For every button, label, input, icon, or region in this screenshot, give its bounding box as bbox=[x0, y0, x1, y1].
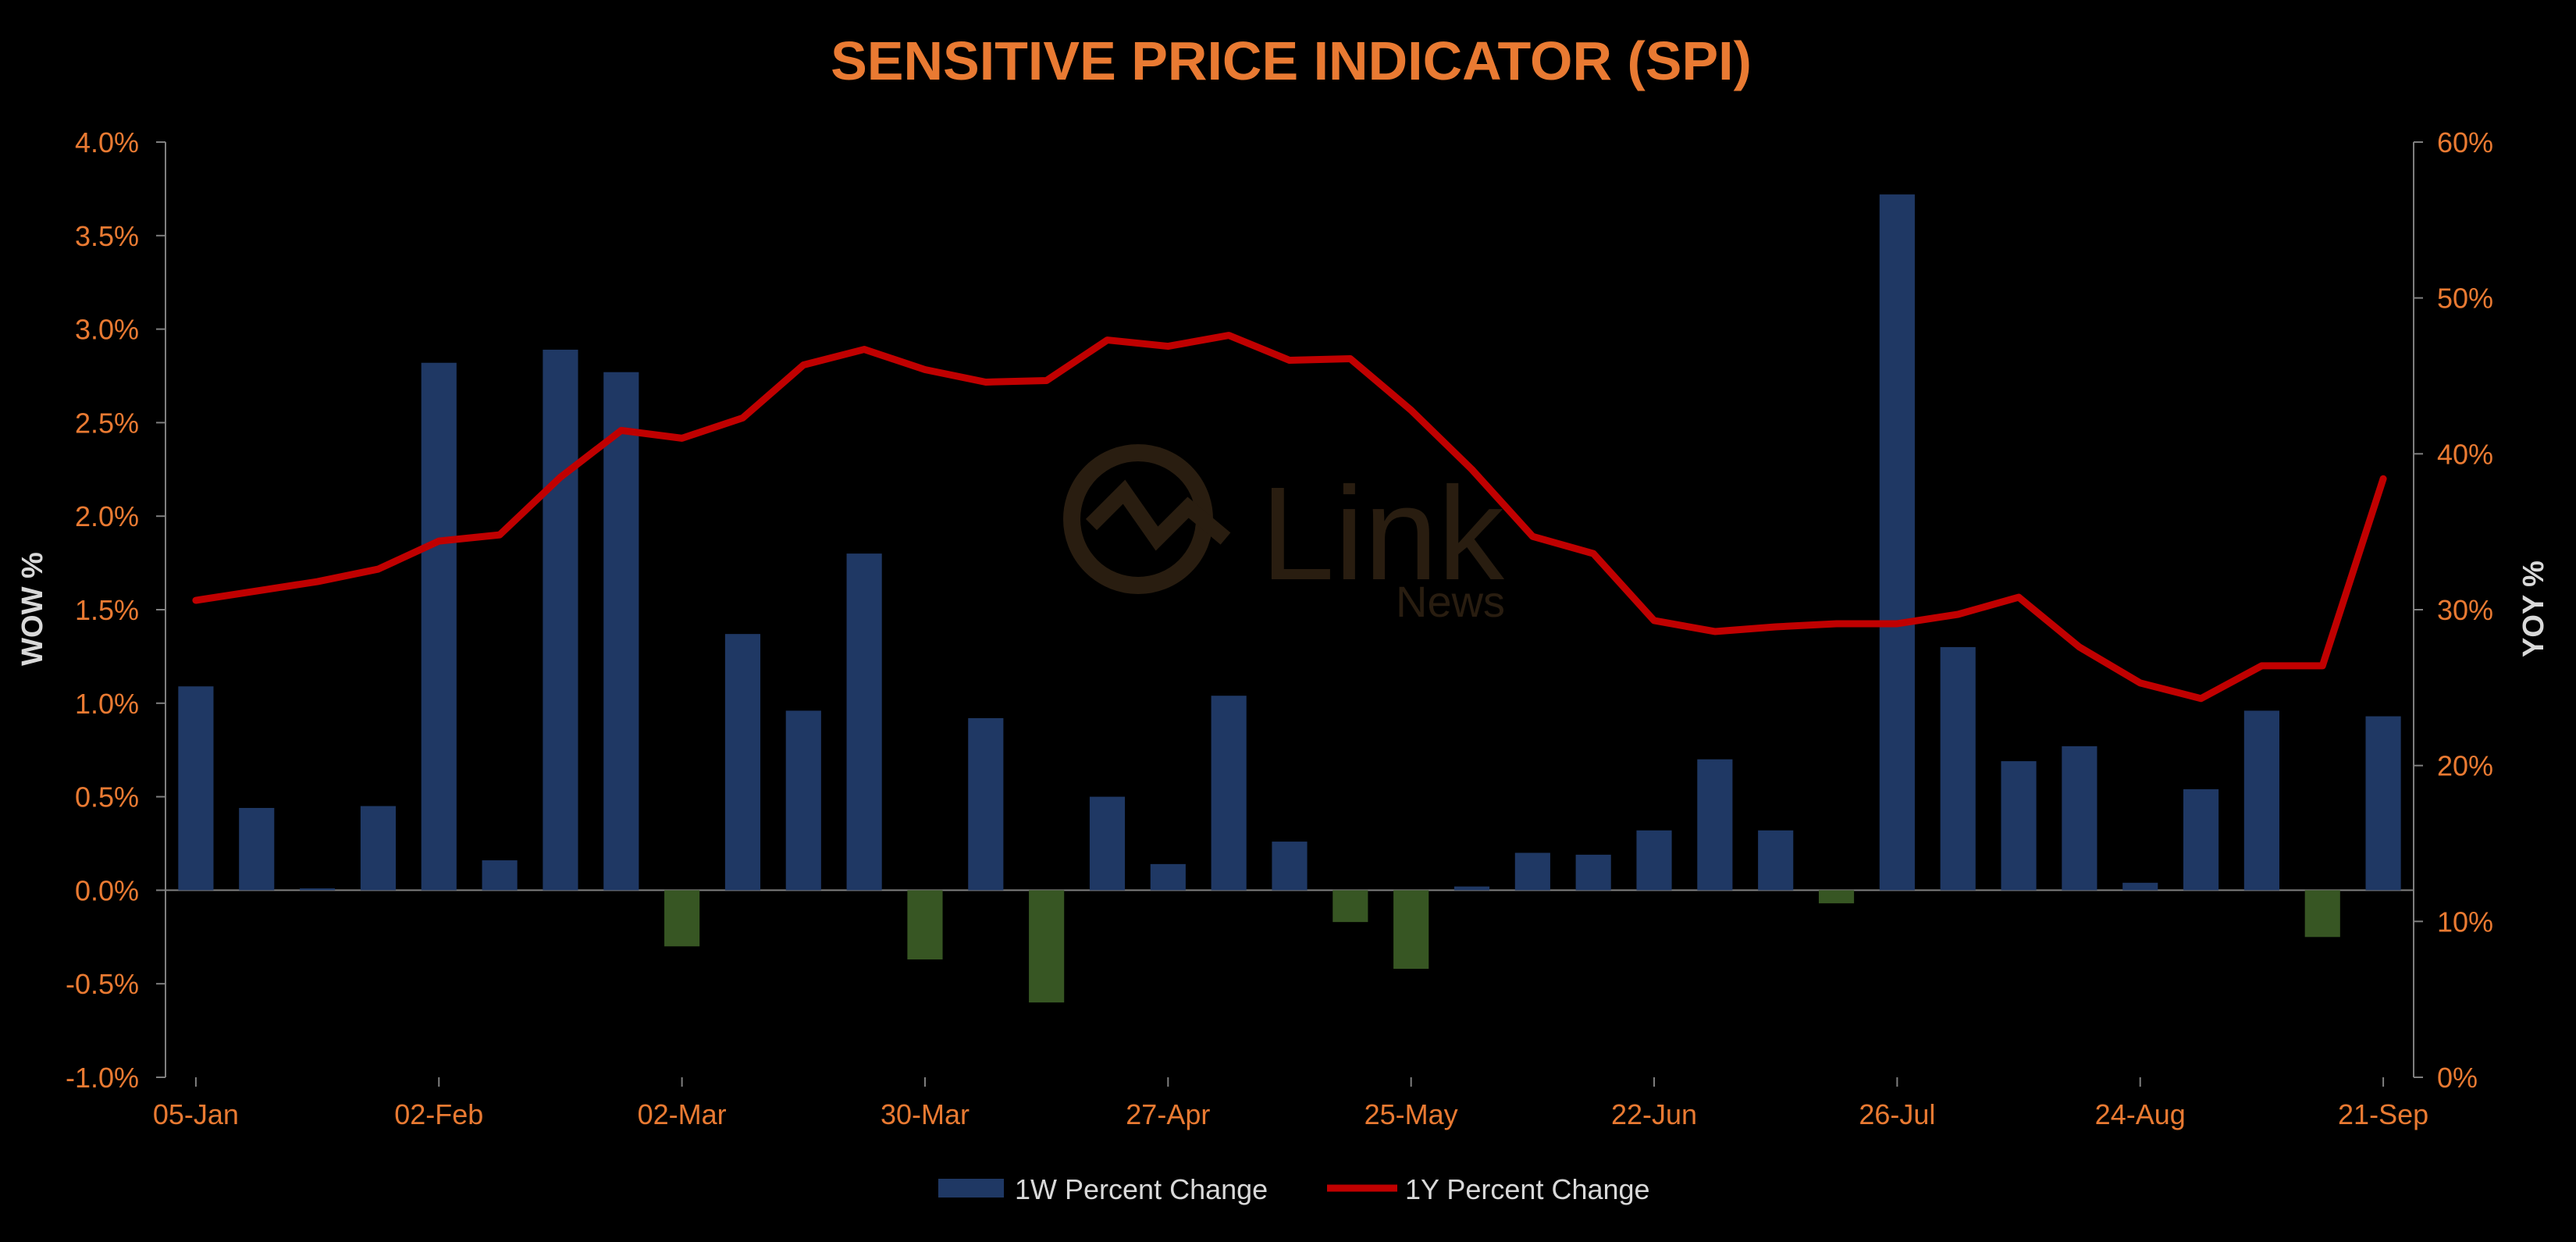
axes bbox=[156, 141, 2423, 1087]
bar bbox=[239, 807, 275, 891]
left-tick-label: 2.0% bbox=[75, 500, 139, 532]
bar bbox=[2122, 882, 2158, 891]
bar bbox=[1940, 646, 1976, 891]
right-axis-title: YOY % bbox=[2517, 561, 2550, 657]
bar bbox=[968, 717, 1004, 891]
legend: 1W Percent Change 1Y Percent Change bbox=[938, 1173, 1650, 1205]
bar bbox=[1879, 194, 1915, 891]
x-tick-label: 22-Jun bbox=[1611, 1098, 1697, 1130]
bar bbox=[1697, 759, 1733, 891]
bar bbox=[1029, 890, 1065, 1003]
right-tick-label: 0% bbox=[2437, 1062, 2478, 1094]
bar bbox=[1636, 830, 1672, 891]
bar bbox=[1453, 886, 1490, 891]
bar bbox=[482, 860, 518, 891]
left-tick-label: 4.0% bbox=[75, 126, 139, 158]
bar bbox=[300, 888, 336, 891]
x-tick-label: 27-Apr bbox=[1126, 1098, 1210, 1130]
bar bbox=[1332, 890, 1368, 923]
x-tick-label: 02-Mar bbox=[638, 1098, 727, 1130]
left-tick-label: 0.0% bbox=[75, 874, 139, 906]
x-tick-label: 02-Feb bbox=[394, 1098, 483, 1130]
bar bbox=[360, 806, 397, 891]
bar bbox=[603, 372, 639, 891]
bar bbox=[2304, 890, 2340, 938]
right-tick-label: 40% bbox=[2437, 438, 2493, 470]
tick-labels: -1.0% -0.5% 0.0% 0.5% 1.0% 1.5% 2.0% 2.5% 3.0% 3.… bbox=[66, 126, 2493, 1130]
bar bbox=[846, 553, 882, 891]
left-tick-label: 1.5% bbox=[75, 594, 139, 626]
bar bbox=[785, 710, 821, 891]
right-tick-label: 60% bbox=[2437, 126, 2493, 158]
left-tick-label: -0.5% bbox=[66, 968, 139, 1000]
x-tick-label: 26-Jul bbox=[1859, 1098, 1935, 1130]
left-tick-label: -1.0% bbox=[66, 1062, 139, 1094]
bar bbox=[1089, 796, 1126, 891]
bar bbox=[2001, 761, 2037, 891]
bar bbox=[2183, 789, 2219, 891]
bar-series-1w bbox=[178, 194, 2401, 1003]
x-tick-label: 05-Jan bbox=[153, 1098, 239, 1130]
x-tick-label: 30-Mar bbox=[881, 1098, 970, 1130]
legend-label-bar: 1W Percent Change bbox=[1015, 1173, 1268, 1205]
bar bbox=[178, 686, 214, 891]
bar bbox=[1818, 890, 1855, 904]
bar bbox=[1393, 890, 1429, 970]
legend-swatch-bar bbox=[938, 1179, 1004, 1198]
x-tick-label: 21-Sep bbox=[2338, 1098, 2428, 1130]
bar bbox=[1575, 854, 1611, 891]
left-tick-label: 2.5% bbox=[75, 407, 139, 439]
bar bbox=[1758, 830, 1794, 891]
right-tick-label: 20% bbox=[2437, 750, 2493, 782]
bar bbox=[421, 362, 457, 891]
bar bbox=[2243, 710, 2279, 891]
bar bbox=[1514, 852, 1550, 891]
left-tick-label: 0.5% bbox=[75, 781, 139, 813]
left-tick-label: 1.0% bbox=[75, 688, 139, 720]
bar bbox=[2365, 716, 2401, 891]
left-tick-label: 3.5% bbox=[75, 220, 139, 252]
left-tick-label: 3.0% bbox=[75, 314, 139, 346]
watermark-logo: Link News bbox=[1063, 444, 1505, 626]
right-tick-label: 30% bbox=[2437, 594, 2493, 626]
legend-label-line: 1Y Percent Change bbox=[1405, 1173, 1650, 1205]
bar bbox=[1150, 863, 1186, 891]
right-tick-label: 10% bbox=[2437, 906, 2493, 938]
line-series-1y bbox=[192, 332, 2387, 703]
x-tick-label: 25-May bbox=[1364, 1098, 1458, 1130]
right-tick-label: 50% bbox=[2437, 283, 2493, 315]
bar bbox=[907, 890, 943, 960]
chart-title: SENSITIVE PRICE INDICATOR (SPI) bbox=[831, 30, 1752, 91]
left-axis-title: WOW % bbox=[16, 552, 49, 666]
bar bbox=[664, 890, 700, 947]
x-tick-label: 24-Aug bbox=[2095, 1098, 2186, 1130]
bar bbox=[1211, 696, 1247, 891]
bar bbox=[543, 349, 578, 891]
bar bbox=[724, 634, 761, 891]
watermark-logo-text: Link bbox=[1261, 460, 1505, 608]
bar bbox=[1272, 842, 1308, 891]
watermark-logo-subtext: News bbox=[1396, 577, 1505, 626]
bar bbox=[2062, 746, 2097, 891]
